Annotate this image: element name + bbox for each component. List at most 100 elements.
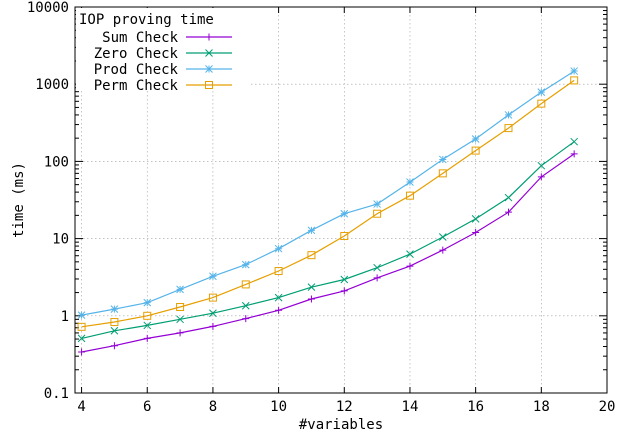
legend-marker-zero-check: [205, 49, 213, 57]
data-point-prod-check: [373, 200, 381, 208]
data-point-perm-check: [307, 251, 316, 260]
x-tick-label: 14: [402, 399, 419, 415]
data-point-zero-check: [373, 263, 381, 272]
data-point-sum-check: [570, 150, 578, 158]
data-point-perm-check: [471, 146, 480, 155]
legend-marker-perm-check: [205, 81, 213, 89]
data-point-zero-check: [77, 334, 86, 343]
data-point-perm-check: [143, 311, 152, 320]
data-point-sum-check: [373, 274, 381, 282]
data-point-zero-check: [438, 233, 447, 241]
x-tick-label: 12: [336, 399, 353, 415]
series-layer: [77, 67, 579, 356]
y-tick-label: 1: [61, 309, 69, 325]
x-tick-label: 4: [77, 399, 85, 415]
data-point-perm-check: [570, 76, 579, 85]
x-axis-label: #variables: [299, 417, 383, 433]
data-point-zero-check: [241, 301, 250, 310]
data-point-sum-check: [406, 262, 414, 270]
data-point-sum-check: [110, 342, 118, 350]
data-point-sum-check: [242, 315, 250, 323]
legend-marker-sum-check: [205, 33, 213, 41]
legend-marker-prod-check: [205, 65, 213, 73]
x-tick-label: 10: [270, 399, 287, 415]
y-tick-label: 10000: [27, 0, 69, 16]
data-point-sum-check: [176, 329, 184, 337]
data-point-perm-check: [340, 232, 349, 241]
series-prod-check: [77, 67, 579, 319]
legend-title: IOP proving time: [79, 12, 214, 28]
data-point-prod-check: [438, 155, 447, 164]
series-line-prod-check: [81, 70, 575, 316]
x-tick-label: 6: [143, 399, 151, 415]
data-point-sum-check: [537, 173, 545, 181]
x-tick-label: 20: [599, 399, 616, 415]
legend-label-perm-check: Perm Check: [94, 78, 179, 94]
data-point-perm-check: [537, 99, 546, 108]
y-tick-label: 10: [52, 232, 69, 248]
data-point-zero-check: [504, 193, 513, 202]
data-point-sum-check: [275, 306, 283, 314]
tick-layer: 4 6 8 10 12 14 16 18 20 0.1 1 10 100 1000 10000: [27, 0, 616, 415]
y-tick-label: 0.1: [44, 386, 69, 402]
data-point-zero-check: [471, 215, 480, 223]
data-point-sum-check: [307, 295, 315, 303]
y-tick-label: 100: [44, 154, 69, 170]
data-point-prod-check: [176, 285, 184, 294]
data-point-zero-check: [537, 161, 546, 170]
data-point-prod-check: [471, 135, 480, 143]
data-point-perm-check: [405, 191, 414, 200]
x-tick-label: 8: [209, 399, 217, 415]
data-point-prod-check: [504, 111, 513, 119]
data-point-perm-check: [274, 267, 283, 276]
data-point-perm-check: [241, 280, 250, 289]
legend-label-sum-check: Sum Check: [102, 30, 178, 46]
x-tick-label: 18: [533, 399, 550, 415]
data-point-sum-check: [209, 322, 217, 330]
data-point-prod-check: [406, 178, 414, 186]
data-point-perm-check: [438, 169, 447, 178]
data-point-sum-check: [504, 208, 512, 216]
data-point-perm-check: [504, 124, 513, 133]
data-point-sum-check: [143, 334, 151, 342]
legend-box: [76, 8, 250, 90]
data-point-prod-check: [209, 272, 217, 281]
data-point-perm-check: [77, 322, 86, 331]
legend-label-prod-check: Prod Check: [94, 62, 179, 78]
data-point-sum-check: [340, 287, 348, 295]
data-point-prod-check: [77, 311, 86, 319]
data-point-perm-check: [176, 303, 185, 312]
series-perm-check: [77, 76, 579, 331]
data-point-sum-check: [439, 246, 447, 254]
data-point-zero-check: [570, 137, 579, 146]
data-point-prod-check: [570, 67, 579, 75]
data-point-zero-check: [209, 309, 217, 318]
series-line-sum-check: [81, 153, 575, 353]
data-point-perm-check: [373, 209, 382, 218]
series-sum-check: [78, 150, 578, 356]
data-point-perm-check: [208, 293, 217, 302]
data-point-zero-check: [406, 250, 414, 258]
data-point-perm-check: [110, 318, 119, 327]
data-point-prod-check: [307, 226, 316, 235]
y-axis-label: time (ms): [11, 162, 27, 238]
series-line-zero-check: [81, 141, 575, 339]
data-point-prod-check: [110, 305, 119, 313]
data-point-prod-check: [274, 244, 283, 253]
legend-label-zero-check: Zero Check: [94, 46, 179, 62]
x-tick-label: 16: [467, 399, 484, 415]
data-point-prod-check: [143, 298, 152, 307]
series-zero-check: [77, 137, 579, 343]
data-point-zero-check: [340, 275, 349, 284]
data-point-zero-check: [307, 283, 316, 292]
series-line-perm-check: [81, 79, 575, 328]
data-point-sum-check: [78, 348, 86, 356]
data-point-prod-check: [537, 88, 546, 96]
legend: IOP proving time: [76, 8, 250, 90]
data-point-zero-check: [274, 293, 283, 302]
data-point-zero-check: [110, 326, 119, 335]
data-point-prod-check: [340, 209, 349, 218]
data-point-zero-check: [143, 321, 152, 330]
